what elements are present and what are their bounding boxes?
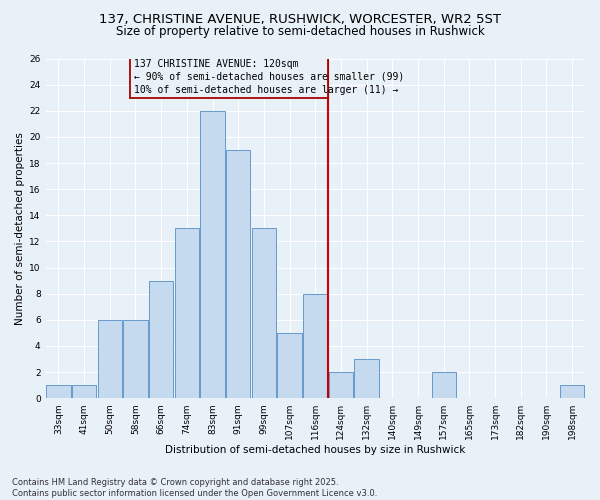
- Bar: [123, 320, 148, 398]
- Bar: [303, 294, 328, 398]
- Y-axis label: Number of semi-detached properties: Number of semi-detached properties: [15, 132, 25, 325]
- Bar: [46, 385, 71, 398]
- Bar: [175, 228, 199, 398]
- Text: 137, CHRISTINE AVENUE, RUSHWICK, WORCESTER, WR2 5ST: 137, CHRISTINE AVENUE, RUSHWICK, WORCEST…: [99, 12, 501, 26]
- Bar: [329, 372, 353, 398]
- Bar: [355, 359, 379, 398]
- Bar: [431, 372, 456, 398]
- Text: 137 CHRISTINE AVENUE: 120sqm
← 90% of semi-detached houses are smaller (99)
10% : 137 CHRISTINE AVENUE: 120sqm ← 90% of se…: [134, 58, 404, 95]
- Text: Contains HM Land Registry data © Crown copyright and database right 2025.
Contai: Contains HM Land Registry data © Crown c…: [12, 478, 377, 498]
- Bar: [226, 150, 250, 398]
- Bar: [251, 228, 276, 398]
- Bar: [277, 333, 302, 398]
- Text: Size of property relative to semi-detached houses in Rushwick: Size of property relative to semi-detach…: [116, 25, 484, 38]
- Bar: [200, 111, 225, 398]
- X-axis label: Distribution of semi-detached houses by size in Rushwick: Distribution of semi-detached houses by …: [165, 445, 466, 455]
- Bar: [149, 280, 173, 398]
- Bar: [98, 320, 122, 398]
- Bar: [72, 385, 96, 398]
- FancyBboxPatch shape: [130, 56, 328, 98]
- Bar: [560, 385, 584, 398]
